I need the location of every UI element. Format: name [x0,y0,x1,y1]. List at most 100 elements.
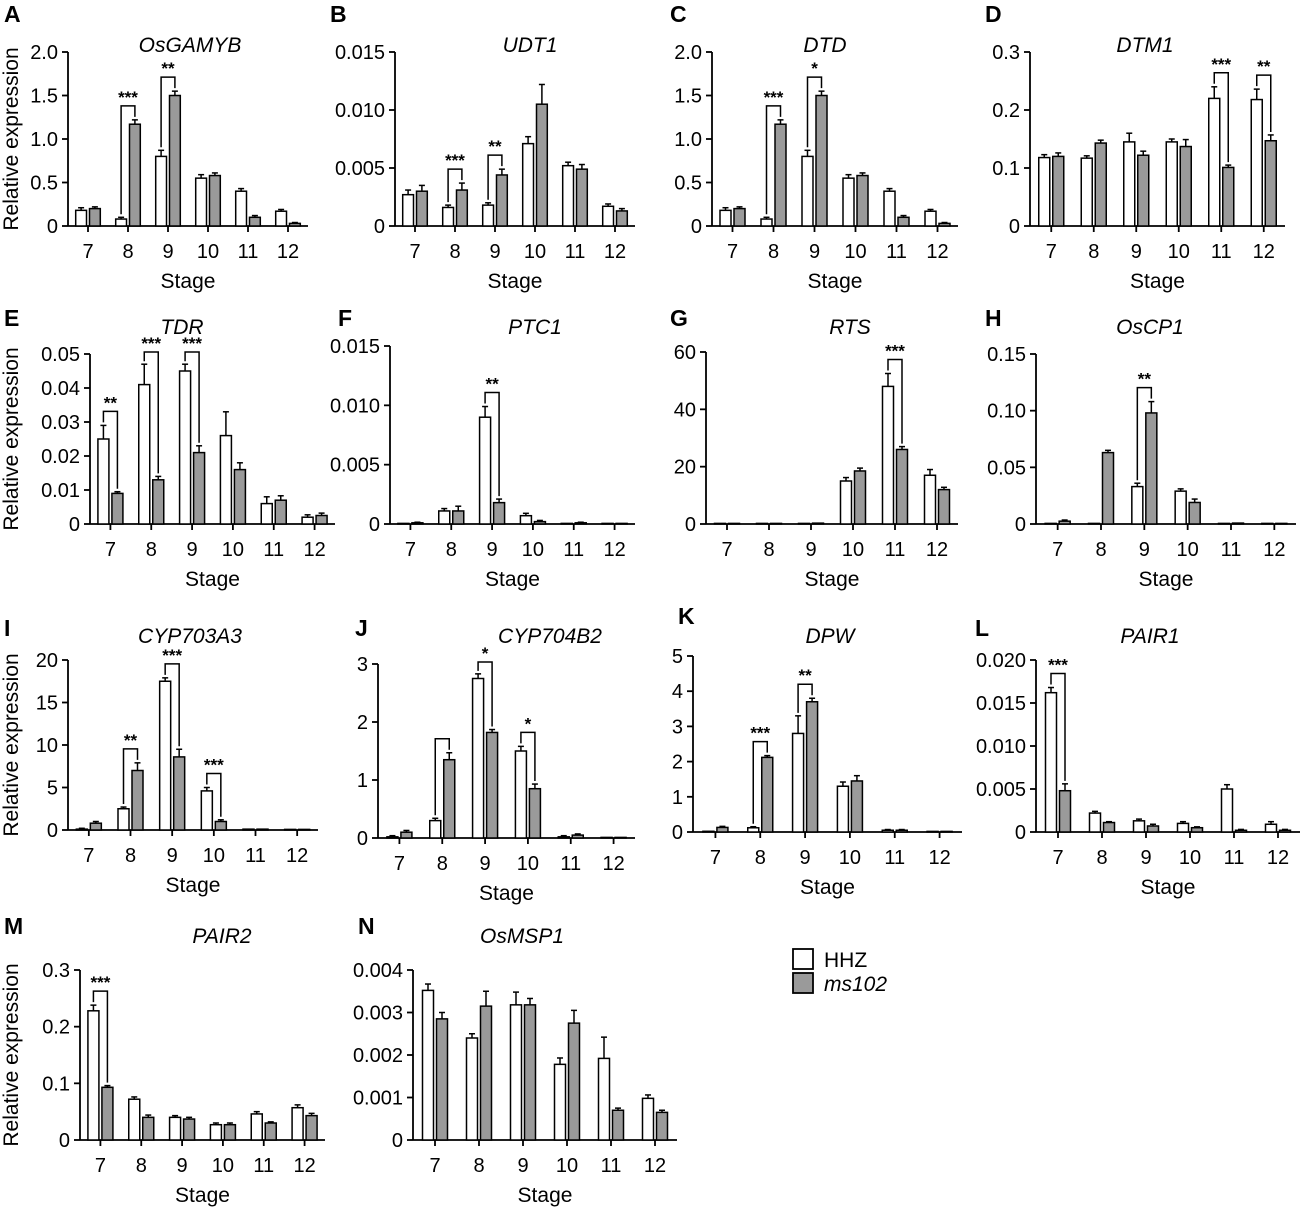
bar-hhz [75,828,89,831]
x-tick-label: 11 [886,241,907,263]
panel-m: M PAIR2 0 0.1 0.2 0.3 7 8 9 10 11 12 Stage Relative e… [0,913,325,1207]
y-tick-label: 0.015 [335,42,385,64]
bar-hhz [1174,490,1187,525]
bar-hhz [117,808,130,831]
bar-ms102 [1275,522,1288,525]
significance-label: *** [1211,55,1231,74]
bar-ms102 [1058,789,1072,833]
panel-letter: K [678,603,695,629]
significance-bracket [887,358,903,444]
x-tick-label: 8 [1096,847,1107,869]
x-tick-label: 7 [394,853,405,875]
x-tick-label: 11 [565,241,586,263]
bar-ms102 [897,216,910,227]
bar-hhz [1261,522,1274,525]
x-tick-label: 7 [1046,241,1057,263]
chart-title: OsCP1 [1116,316,1184,339]
bar-ms102 [248,216,262,227]
bar-hhz [260,502,273,525]
y-tick-label: 1.5 [674,86,702,108]
bar-hhz [1208,97,1221,227]
bar-ms102 [811,522,825,525]
significance-label: *** [162,646,182,665]
bar-hhz [1080,157,1093,227]
bar-ms102 [895,829,908,833]
panel-letter: F [338,305,352,331]
y-tick-label: 0.05 [987,457,1026,479]
panel-letter: J [355,615,368,641]
panel-n: N OsMSP1 0 0.001 0.002 0.003 0.004 7 8 9 10 11 12 Sta… [353,913,677,1207]
y-tick-label: 0.01 [41,480,80,502]
x-tick-label: 11 [563,539,584,561]
significance-label: *** [118,88,138,107]
x-axis-title: Stage [800,876,855,899]
x-tick-label: 9 [187,539,198,561]
bar-hhz [747,827,760,833]
bar-hhz [481,204,495,227]
significance-bracket [102,410,119,489]
bar-hhz [441,206,455,227]
bar-hhz [397,522,410,525]
significance-label: ** [161,59,175,78]
y-tick-label: 15 [36,693,58,715]
bar-ms102 [1145,412,1158,525]
bar-hhz [1131,485,1144,525]
panel-letter: A [4,1,21,27]
bar-hhz [1088,812,1102,833]
x-tick-label: 9 [1139,539,1150,561]
x-tick-label: 10 [203,845,225,867]
bar-ms102 [1137,154,1150,227]
significance-label: ** [488,137,502,156]
x-tick-label: 9 [800,847,811,869]
y-tick-label: 10 [36,735,58,757]
y-tick-label: 2 [672,752,683,774]
y-tick-label: 0.010 [330,395,380,417]
bar-ms102 [850,780,864,833]
x-tick-label: 9 [809,241,820,263]
x-tick-label: 8 [446,539,457,561]
chart-title: DPW [806,625,857,648]
x-tick-label: 8 [449,241,460,263]
bar-ms102 [455,189,469,227]
bar-ms102 [172,756,186,831]
x-tick-label: 9 [167,845,178,867]
panel-i: I CYP703A3 0 5 10 15 20 7 8 9 10 11 12 Stage Relative … [0,615,318,897]
panel-g: G RTS 0 20 40 60 7 8 9 10 11 12 Stage *** [670,305,958,591]
bar-hhz [74,209,88,227]
bar-ms102 [400,831,413,839]
x-tick-label: 10 [1168,241,1190,263]
x-tick-label: 10 [522,539,544,561]
bar-hhz [465,1037,479,1141]
bar-ms102 [131,769,144,831]
significance-bracket [1050,672,1066,781]
legend-label-ms102: ms102 [824,973,887,996]
bar-ms102 [208,174,222,227]
x-tick-label: 7 [105,539,116,561]
significance-bracket [434,737,450,816]
bar-hhz [1044,691,1058,833]
bar-ms102 [1094,142,1107,227]
x-axis-title: Stage [1130,270,1185,293]
legend-label-hhz: HHZ [824,949,867,972]
significance-label: *** [885,342,905,361]
x-tick-label: 12 [1267,847,1289,869]
x-tick-label: 9 [480,853,491,875]
bar-ms102 [655,1111,669,1141]
y-tick-label: 0 [685,514,696,536]
y-tick-label: 0 [1015,514,1026,536]
bar-ms102 [223,1123,237,1141]
bar-ms102 [1278,829,1292,833]
significance-label: ** [1138,370,1152,389]
significance-bracket [184,351,200,443]
bar-ms102 [192,451,206,525]
y-tick-label: 0 [69,514,80,536]
bar-ms102 [288,222,302,227]
panel-letter: B [330,1,347,27]
x-axis-title: Stage [1139,568,1194,591]
significance-bracket [447,168,463,203]
x-tick-label: 8 [768,241,779,263]
x-tick-label: 8 [1088,241,1099,263]
